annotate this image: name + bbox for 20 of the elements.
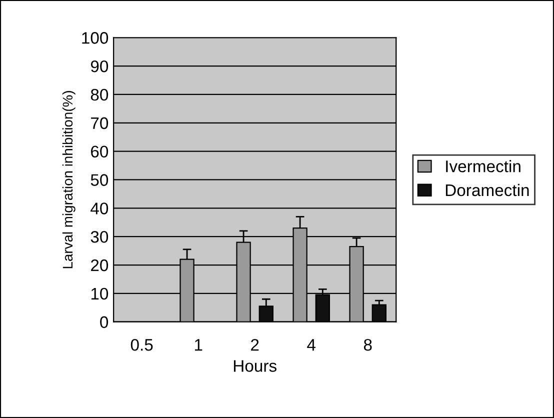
x-tick-label: 4 (307, 339, 316, 351)
y-tick-label: 30 (90, 230, 108, 243)
y-tick-label: 0 (100, 316, 108, 328)
y-tick-label: 20 (91, 259, 108, 272)
y-tick-label: 10 (91, 288, 108, 300)
x-tick-label: 8 (364, 338, 372, 351)
y-tick-label: 100 (82, 32, 108, 44)
x-tick-label: 1 (194, 339, 202, 351)
y-tick-label: 70 (91, 117, 108, 130)
y-tick-label: 60 (91, 146, 108, 158)
x-axis-title: Hours (234, 360, 276, 372)
x-tick-label: 2 (251, 338, 259, 351)
legend-label: Doramectin (446, 184, 529, 196)
y-tick-label: 90 (90, 60, 108, 72)
y-tick-label: 40 (90, 202, 108, 214)
y-tick-label: 50 (90, 174, 108, 186)
x-tick-label: 0.5 (130, 338, 153, 351)
y-tick-label: 80 (90, 88, 108, 101)
y-axis-title: Larval migration inhibition(%) (62, 91, 76, 268)
legend-label: Ivermectin (446, 160, 520, 172)
